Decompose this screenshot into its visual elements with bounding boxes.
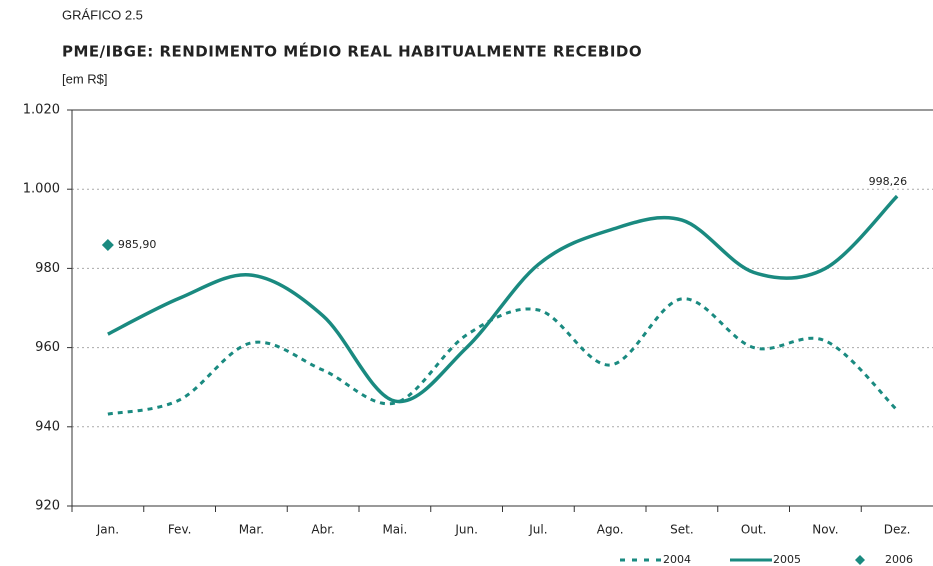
y-tick-label: 920 xyxy=(35,499,60,514)
line xyxy=(107,297,899,416)
x-tick-label: Jun. xyxy=(454,523,478,537)
x-tick-label: Ago. xyxy=(597,523,624,537)
x-tick-label: Mai. xyxy=(382,523,407,537)
x-tick-label: Fev. xyxy=(168,523,192,537)
y-tick-label: 960 xyxy=(35,340,60,355)
y-tick-label: 1.020 xyxy=(23,103,60,118)
x-tick-label: Set. xyxy=(670,523,694,537)
x-tick-label: Dez. xyxy=(884,523,911,537)
data-label: 985,90 xyxy=(118,238,157,251)
x-tick-label: Mar. xyxy=(239,523,264,537)
x-tick-label: Jul. xyxy=(528,523,547,537)
x-tick-label: Out. xyxy=(741,523,767,537)
y-tick-label: 940 xyxy=(35,419,60,434)
chart-subtitle: [em R$] xyxy=(62,71,108,86)
legend-marker xyxy=(855,555,865,565)
y-tick-label: 1.000 xyxy=(23,182,60,197)
line xyxy=(107,194,899,404)
chart-title: PME/IBGE: RENDIMENTO MÉDIO REAL HABITUAL… xyxy=(62,42,642,61)
x-tick-label: Nov. xyxy=(812,523,838,537)
x-tick-label: Jan. xyxy=(96,523,119,537)
chart-kicker: GRÁFICO 2.5 xyxy=(62,7,143,22)
x-tick-label: Abr. xyxy=(311,523,334,537)
legend-label: 2006 xyxy=(885,553,913,566)
marker xyxy=(101,239,114,252)
data-label: 998,26 xyxy=(869,175,908,188)
legend-label: 2004 xyxy=(663,553,691,566)
y-tick-label: 980 xyxy=(35,261,60,276)
legend-label: 2005 xyxy=(773,553,801,566)
